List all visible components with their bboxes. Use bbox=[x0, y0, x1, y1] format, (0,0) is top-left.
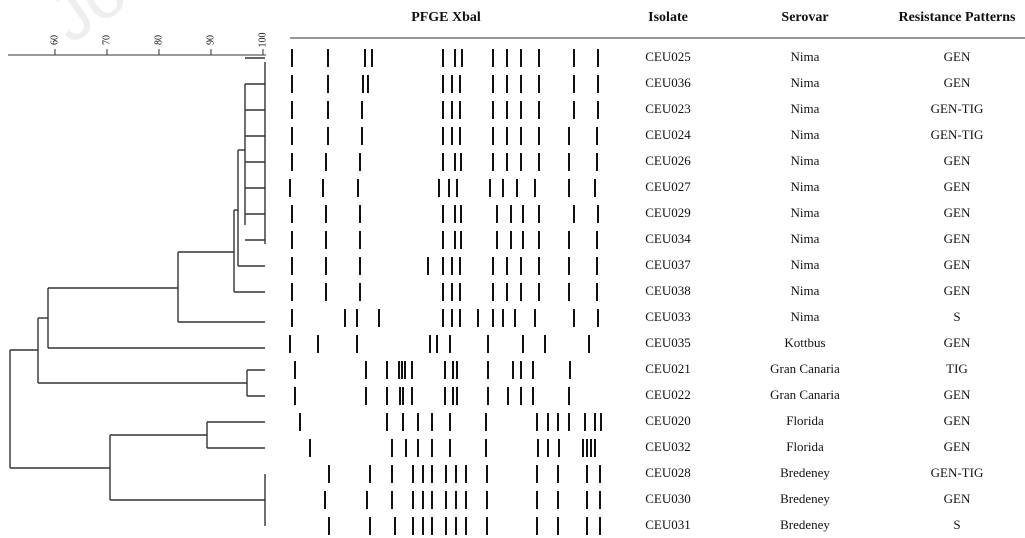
isolate: CEU025 bbox=[645, 49, 691, 64]
resistance: GEN bbox=[944, 413, 971, 428]
serovar: Gran Canaria bbox=[770, 361, 840, 376]
serovar: Nima bbox=[791, 75, 820, 90]
resistance: GEN bbox=[944, 283, 971, 298]
serovar: Bredeney bbox=[780, 517, 830, 532]
scale-tick-label: 60 bbox=[49, 35, 60, 45]
resistance: S bbox=[953, 309, 960, 324]
isolate: CEU020 bbox=[645, 413, 691, 428]
serovar: Nima bbox=[791, 101, 820, 116]
serovar: Nima bbox=[791, 309, 820, 324]
serovar: Nima bbox=[791, 205, 820, 220]
isolate: CEU026 bbox=[645, 153, 691, 168]
resistance: GEN bbox=[944, 179, 971, 194]
resistance: GEN bbox=[944, 335, 971, 350]
resistance: GEN bbox=[944, 439, 971, 454]
serovar: Nima bbox=[791, 127, 820, 142]
resistance: GEN-TIG bbox=[931, 127, 984, 142]
isolate: CEU027 bbox=[645, 179, 691, 194]
isolate: CEU028 bbox=[645, 465, 691, 480]
serovar: Bredeney bbox=[780, 465, 830, 480]
pfge-gel bbox=[290, 49, 601, 535]
figure: Jou PFGE Xbal Isolate Serovar Resistance… bbox=[0, 0, 1025, 538]
isolate: CEU032 bbox=[645, 439, 691, 454]
serovar: Nima bbox=[791, 283, 820, 298]
isolate: CEU021 bbox=[645, 361, 691, 376]
pfge-header: PFGE Xbal bbox=[411, 10, 481, 25]
isolate: CEU036 bbox=[645, 75, 691, 90]
serovar: Nima bbox=[791, 231, 820, 246]
isolate: CEU038 bbox=[645, 283, 691, 298]
resistance: GEN bbox=[944, 387, 971, 402]
serovar: Kottbus bbox=[784, 335, 825, 350]
isolate: CEU023 bbox=[645, 101, 691, 116]
resistance: S bbox=[953, 517, 960, 532]
isolate: CEU024 bbox=[645, 127, 691, 142]
serovar: Gran Canaria bbox=[770, 387, 840, 402]
watermark: Jou bbox=[34, 0, 171, 57]
serovar: Nima bbox=[791, 49, 820, 64]
resistance: GEN bbox=[944, 75, 971, 90]
scale-tick-label: 100 bbox=[257, 33, 268, 48]
isolate: CEU022 bbox=[645, 387, 691, 402]
isolate: CEU031 bbox=[645, 517, 691, 532]
scale-tick-label: 80 bbox=[153, 35, 164, 45]
dendrogram bbox=[10, 58, 265, 526]
serovar: Florida bbox=[786, 439, 824, 454]
resistance: GEN bbox=[944, 153, 971, 168]
serovar-header: Serovar bbox=[781, 10, 828, 25]
resistance: GEN bbox=[944, 231, 971, 246]
resistance: GEN bbox=[944, 257, 971, 272]
resistance-header: Resistance Patterns bbox=[898, 10, 1016, 25]
serovar: Nima bbox=[791, 257, 820, 272]
scale-tick-label: 90 bbox=[205, 35, 216, 45]
serovar: Florida bbox=[786, 413, 824, 428]
isolate: CEU030 bbox=[645, 491, 691, 506]
resistance: GEN bbox=[944, 49, 971, 64]
serovar: Nima bbox=[791, 179, 820, 194]
isolate: CEU035 bbox=[645, 335, 691, 350]
scale-tick-label: 70 bbox=[101, 35, 112, 45]
isolate-header: Isolate bbox=[648, 10, 688, 25]
isolate: CEU029 bbox=[645, 205, 691, 220]
isolate: CEU034 bbox=[645, 231, 691, 246]
resistance: GEN-TIG bbox=[931, 101, 984, 116]
resistance: GEN bbox=[944, 205, 971, 220]
serovar: Bredeney bbox=[780, 491, 830, 506]
isolate: CEU037 bbox=[645, 257, 691, 272]
resistance: GEN-TIG bbox=[931, 465, 984, 480]
resistance: TIG bbox=[946, 361, 968, 376]
resistance: GEN bbox=[944, 491, 971, 506]
isolate: CEU033 bbox=[645, 309, 691, 324]
serovar: Nima bbox=[791, 153, 820, 168]
